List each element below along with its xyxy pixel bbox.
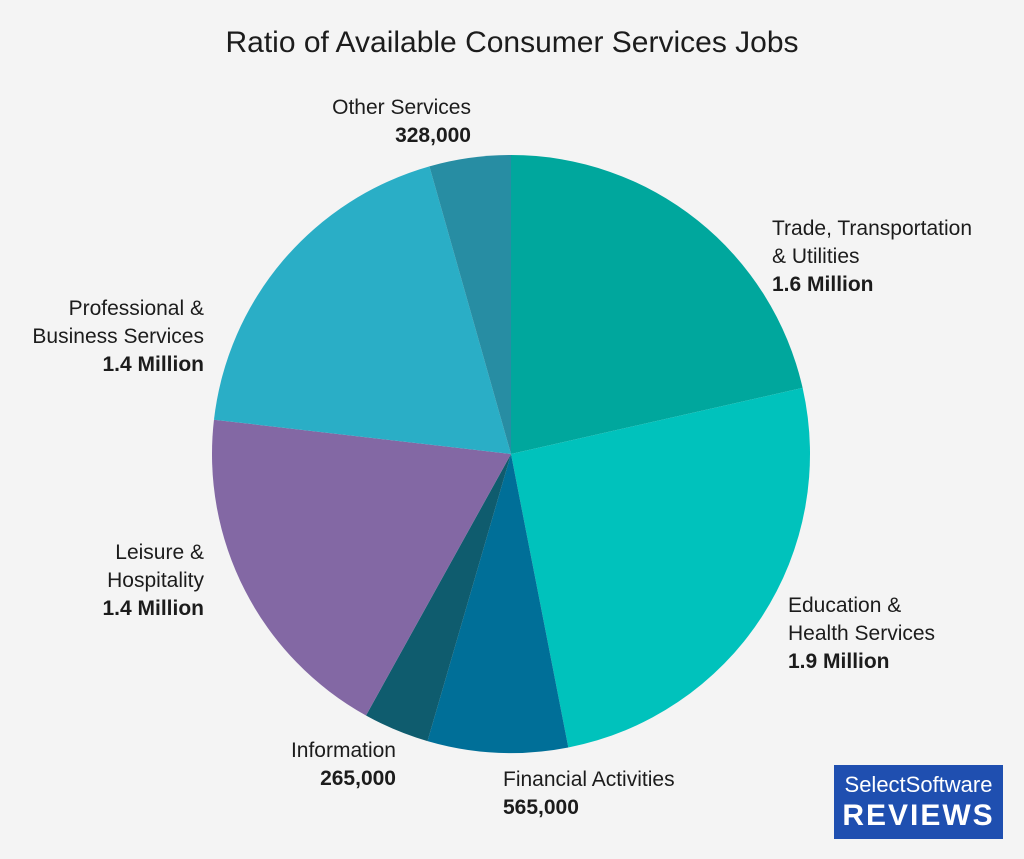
pie-slice-education — [511, 387, 811, 748]
label-financial-name: Financial Activities — [503, 768, 675, 791]
label-financial: Financial Activities 565,000 — [503, 766, 675, 822]
pie-slice-leisure — [211, 419, 511, 716]
pie-slice-trade — [511, 155, 803, 454]
pie-slice-professional — [213, 166, 511, 454]
label-professional-name: Professional & Business Services — [32, 297, 204, 348]
brand-line1: SelectSoftware — [844, 772, 993, 797]
chart-title: Ratio of Available Consumer Services Job… — [225, 26, 799, 59]
label-information-value: 265,000 — [320, 767, 396, 790]
label-information-name: Information — [290, 739, 396, 762]
label-leisure: Leisure & Hospitality 1.4 Million — [102, 539, 204, 623]
pie-slice-financial — [427, 454, 569, 753]
pie-slice-information — [365, 454, 511, 742]
label-other-value: 328,000 — [395, 124, 471, 147]
label-other: Other Services 328,000 — [332, 94, 471, 150]
label-education-name: Education & Health Services — [788, 594, 936, 645]
label-leisure-name: Leisure & Hospitality — [107, 541, 204, 592]
brand-logo: SelectSoftware REVIEWS — [834, 765, 1003, 839]
label-leisure-value: 1.4 Million — [102, 597, 204, 620]
label-trade-value: 1.6 Million — [772, 273, 874, 296]
label-trade: Trade, Transportation & Utilities 1.6 Mi… — [772, 215, 972, 299]
label-financial-value: 565,000 — [503, 796, 579, 819]
label-information: Information 265,000 — [291, 737, 396, 793]
label-professional: Professional & Business Services 1.4 Mil… — [32, 295, 204, 379]
label-education: Education & Health Services 1.9 Million — [788, 592, 935, 676]
pie-slice-other — [429, 155, 511, 454]
label-trade-name: Trade, Transportation & Utilities — [772, 217, 972, 268]
label-education-value: 1.9 Million — [788, 650, 890, 673]
label-other-name: Other Services — [332, 96, 471, 119]
label-professional-value: 1.4 Million — [102, 353, 204, 376]
brand-line2: REVIEWS — [842, 799, 995, 832]
